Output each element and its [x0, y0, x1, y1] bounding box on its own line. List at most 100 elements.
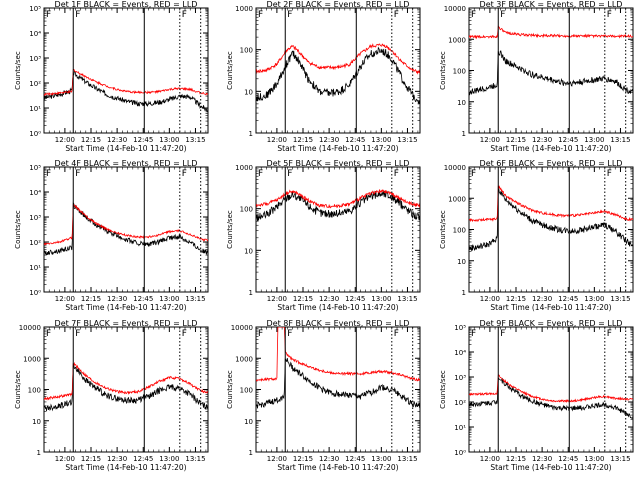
y-tick-label: 10⁵ — [454, 324, 466, 332]
y-tick-label: 10³ — [29, 214, 41, 222]
y-tick-label: 10³ — [29, 55, 41, 63]
x-tick-label: 12:30 — [532, 136, 552, 144]
marker-label: F — [287, 329, 292, 339]
y-tick-label: 100 — [240, 47, 253, 55]
chart-panel-8: 1 10 100 1000 10000 12:00 12:15 12:30 12:45 13:00… — [226, 319, 421, 472]
x-tick-label: 13:00 — [371, 295, 391, 303]
y-tick-label: 10² — [29, 239, 41, 247]
y-tick-label: 10⁰ — [29, 289, 41, 297]
series-line-events — [469, 377, 633, 419]
marker-label: F — [258, 169, 263, 179]
y-tick-label: 1 — [37, 449, 41, 457]
marker-label: F — [471, 10, 476, 20]
x-axis-label: Start Time (14-Feb-10 11:47:20) — [277, 144, 398, 153]
plot-frame — [468, 7, 634, 134]
x-tick-label: 12:15 — [506, 136, 526, 144]
x-tick-label: 12:15 — [293, 295, 313, 303]
series-line-lld — [44, 361, 208, 401]
y-tick-label: 100 — [240, 387, 253, 395]
x-axis-label: Start Time (14-Feb-10 11:47:20) — [277, 463, 398, 472]
marker-label: F — [471, 169, 476, 179]
x-tick-label: 12:30 — [319, 295, 339, 303]
x-tick-label: 12:15 — [506, 295, 526, 303]
series-line-lld — [44, 69, 208, 97]
series-line-events — [44, 363, 208, 412]
y-tick-label: 10 — [244, 247, 253, 255]
x-tick-label: 12:15 — [81, 136, 101, 144]
x-tick-label: 12:30 — [107, 136, 127, 144]
y-tick-label: 10⁴ — [454, 349, 466, 357]
y-tick-label: 10000 — [444, 164, 466, 172]
x-tick-label: 13:00 — [584, 136, 604, 144]
series-line-lld — [469, 374, 633, 404]
y-tick-label: 1000 — [448, 36, 466, 44]
plot-frame — [43, 166, 209, 293]
x-tick-label: 12:45 — [558, 136, 578, 144]
x-tick-label: 12:30 — [532, 295, 552, 303]
chart-panel-7: 1 10 100 1000 10000 12:00 12:15 12:30 12:45 13:00… — [14, 319, 209, 472]
y-tick-label: 1000 — [235, 164, 253, 172]
marker-label: F — [182, 329, 187, 339]
x-tick-label: 13:00 — [584, 455, 604, 463]
y-tick-label: 10 — [457, 99, 466, 107]
x-tick-label: 13:15 — [185, 295, 205, 303]
y-tick-label: 10⁴ — [29, 30, 41, 38]
series-line-events — [256, 46, 420, 105]
marker-label: F — [394, 169, 399, 179]
marker-label: F — [182, 10, 187, 20]
y-tick-label: 1000 — [235, 355, 253, 363]
y-axis-label: Counts/sec — [226, 370, 234, 409]
x-tick-label: 12:45 — [345, 136, 365, 144]
series-line-events — [469, 188, 633, 252]
x-tick-label: 12:15 — [81, 295, 101, 303]
y-axis-label: Counts/sec — [14, 51, 22, 90]
x-tick-label: 12:45 — [133, 136, 153, 144]
x-tick-label: 12:45 — [133, 295, 153, 303]
y-tick-label: 10⁵ — [29, 164, 41, 172]
chart-title: Det 9F BLACK = Events, RED = LLD — [480, 319, 623, 328]
y-tick-label: 1 — [462, 289, 466, 297]
y-axis-label: Counts/sec — [14, 370, 22, 409]
x-tick-label: 12:00 — [55, 136, 75, 144]
x-tick-label: 12:00 — [480, 136, 500, 144]
chart-panel-2: 1 10 100 1000 12:00 12:15 12:30 12:45 13:00 13:15… — [226, 0, 421, 153]
x-tick-label: 12:30 — [319, 455, 339, 463]
marker-label: F — [46, 10, 51, 20]
x-tick-label: 13:15 — [185, 136, 205, 144]
y-tick-label: 10¹ — [454, 424, 466, 432]
marker-label: F — [182, 169, 187, 179]
marker-label: F — [607, 10, 612, 20]
x-axis-label: Start Time (14-Feb-10 11:47:20) — [65, 303, 186, 312]
x-tick-label: 13:00 — [584, 295, 604, 303]
y-tick-label: 100 — [240, 206, 253, 214]
chart-panel-3: 1 10 100 1000 10000 12:00 12:15 12:30 12:45 13:00… — [439, 0, 634, 153]
x-tick-label: 12:45 — [558, 295, 578, 303]
marker-label: F — [75, 329, 80, 339]
y-tick-label: 10 — [244, 88, 253, 96]
y-tick-label: 100 — [453, 68, 466, 76]
y-tick-label: 10² — [29, 80, 41, 88]
x-tick-label: 12:45 — [558, 455, 578, 463]
x-tick-label: 12:45 — [345, 455, 365, 463]
series-line-lld — [256, 327, 420, 382]
x-tick-label: 13:00 — [159, 295, 179, 303]
chart-title: Det 4F BLACK = Events, RED = LLD — [55, 159, 198, 168]
y-axis-label: Counts/sec — [14, 210, 22, 249]
y-tick-label: 10⁰ — [29, 130, 41, 138]
y-tick-label: 1000 — [23, 355, 41, 363]
x-tick-label: 13:00 — [159, 455, 179, 463]
x-axis-label: Start Time (14-Feb-10 11:47:20) — [277, 303, 398, 312]
chart-panel-6: 1 10 100 1000 10000 12:00 12:15 12:30 12:45 13:00… — [439, 159, 634, 312]
x-axis-label: Start Time (14-Feb-10 11:47:20) — [490, 144, 611, 153]
y-tick-label: 1 — [249, 289, 253, 297]
series-line-lld — [44, 204, 208, 246]
series-line-events — [44, 70, 208, 113]
marker-label: F — [75, 10, 80, 20]
series-line-lld — [256, 188, 420, 209]
chart-panel-1: 10⁰ 10¹ 10² 10³ 10⁴ 10⁵ 12:00 12:15 12:30 12:45 13… — [14, 0, 209, 153]
y-axis-label: Counts/sec — [226, 210, 234, 249]
marker-label: F — [287, 10, 292, 20]
series-line-events — [44, 201, 208, 256]
y-tick-label: 10 — [457, 258, 466, 266]
x-tick-label: 12:00 — [55, 455, 75, 463]
